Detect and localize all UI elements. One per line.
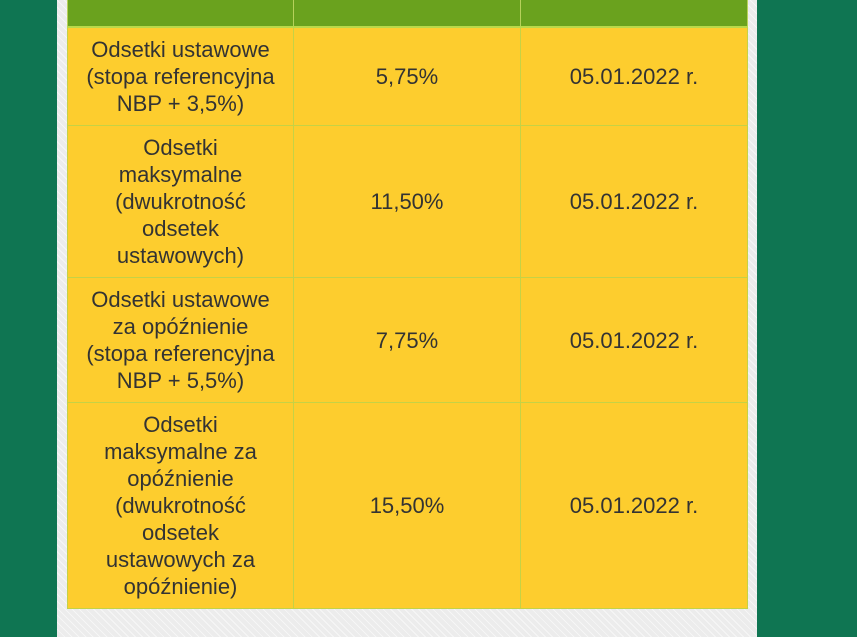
header-cell-rate [293, 0, 521, 28]
rate-value-cell: 11,50% [293, 125, 521, 278]
interest-rates-table-wrapper: Odsetki ustawowe (stopa referencyjna NBP… [67, 0, 748, 609]
header-cell-name [67, 0, 294, 28]
rate-value-cell: 5,75% [293, 26, 521, 126]
rate-name-cell: Odsetki ustawowe za opóźnienie (stopa re… [67, 277, 294, 403]
table-row: Odsetki ustawowe (stopa referencyjna NBP… [67, 26, 748, 126]
rate-date-cell: 05.01.2022 r. [520, 402, 748, 609]
rate-value-cell: 7,75% [293, 277, 521, 403]
table-row: Odsetki ustawowe za opóźnienie (stopa re… [67, 277, 748, 403]
rate-date-cell: 05.01.2022 r. [520, 26, 748, 126]
interest-rates-table: Odsetki ustawowe (stopa referencyjna NBP… [67, 0, 748, 609]
rate-name-cell: Odsetki ustawowe (stopa referencyjna NBP… [67, 26, 294, 126]
page-content: Odsetki ustawowe (stopa referencyjna NBP… [57, 0, 757, 637]
rate-value-cell: 15,50% [293, 402, 521, 609]
header-cell-date [520, 0, 748, 28]
rate-name-cell: Odsetki maksymalne za opóźnienie (dwukro… [67, 402, 294, 609]
rate-date-cell: 05.01.2022 r. [520, 125, 748, 278]
table-row: Odsetki maksymalne za opóźnienie (dwukro… [67, 402, 748, 609]
table-row: Odsetki maksymalne (dwukrotność odsetek … [67, 125, 748, 278]
rate-date-cell: 05.01.2022 r. [520, 277, 748, 403]
table-header-row [67, 0, 748, 28]
rate-name-cell: Odsetki maksymalne (dwukrotność odsetek … [67, 125, 294, 278]
